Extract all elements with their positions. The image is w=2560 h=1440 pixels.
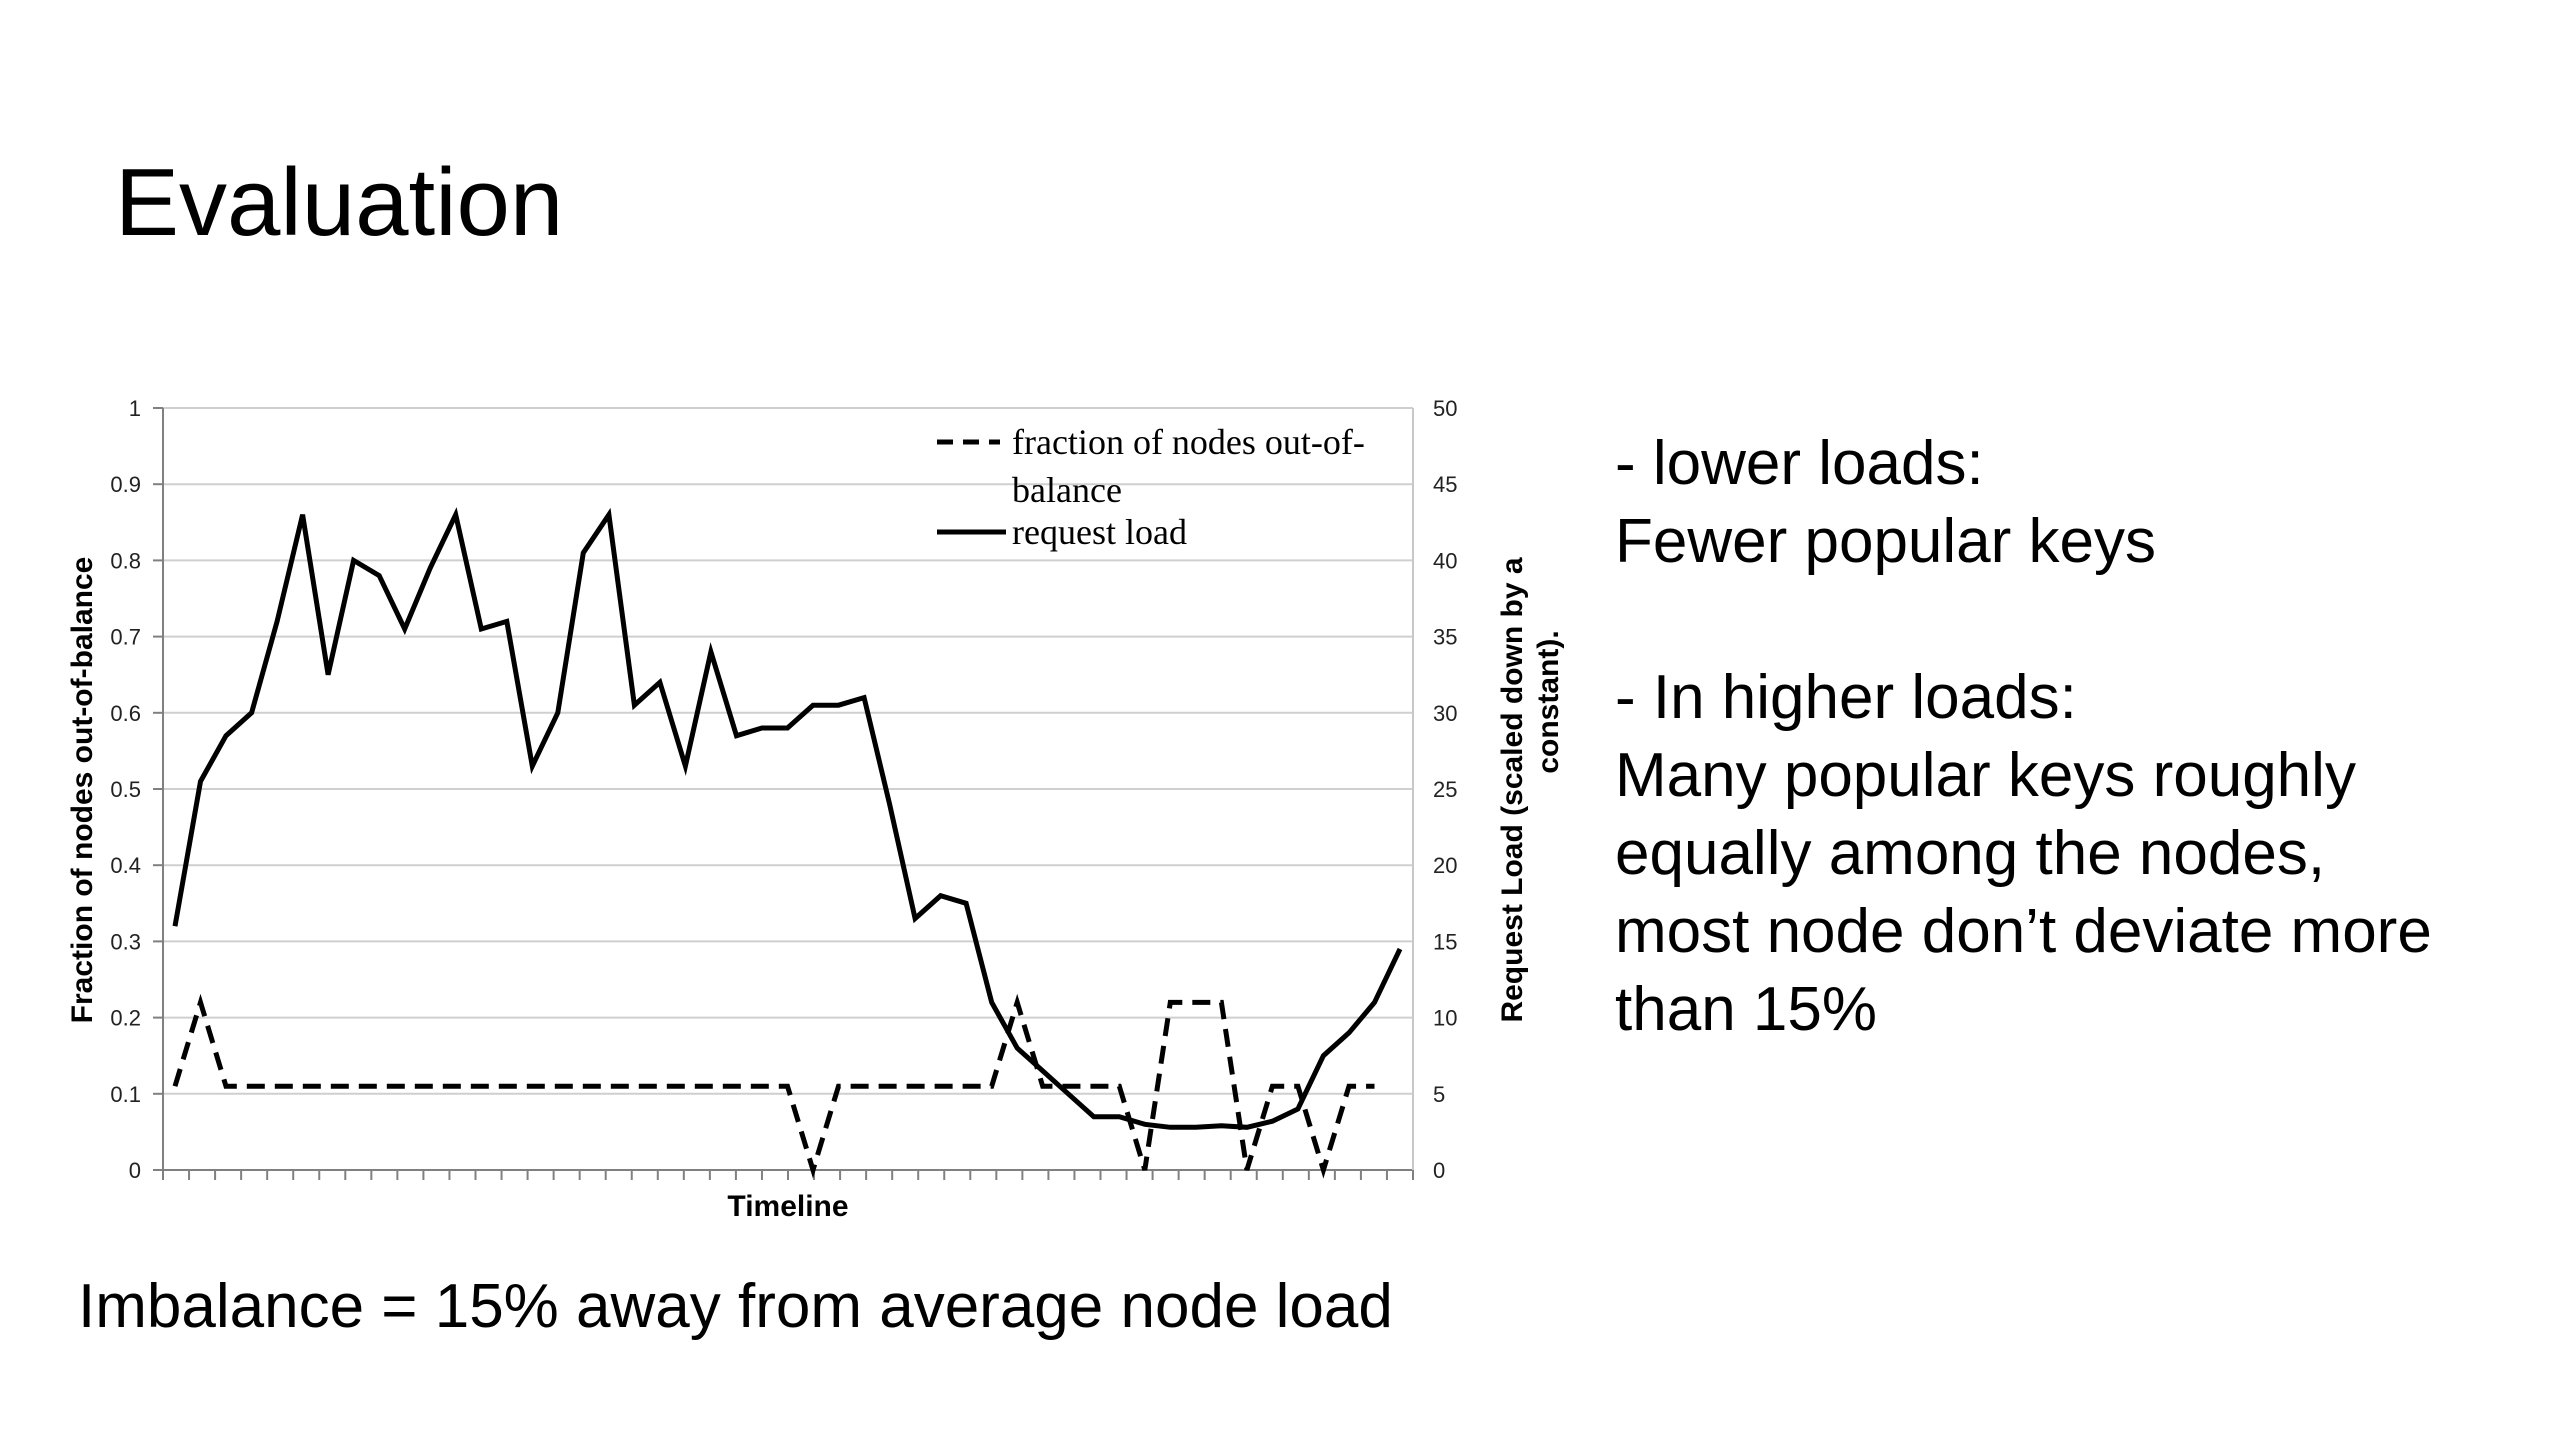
right-tick-label-10: 50 [1433,396,1457,421]
right-tick-label-6: 30 [1433,701,1457,726]
note-higher-loads-line-1: Many popular keys roughly [1615,741,2356,810]
note-higher-loads-heading: - In higher loads: [1615,663,2077,732]
note-lower-loads-heading: - lower loads: [1615,429,1984,498]
slide-notes: - lower loads: Fewer popular keys - In h… [1615,425,2545,1049]
series-lines [172,507,1403,1179]
left-tick-label-6: 0.6 [110,701,141,726]
right-tick-label-0: 0 [1433,1158,1445,1183]
left-axis-label: Fraction of nodes out-of-balance [66,557,99,1024]
note-higher-loads-line-2: equally among the nodes, [1615,819,2326,888]
slide-title: Evaluation [115,149,564,256]
right-tick-label-9: 45 [1433,472,1457,497]
legend-label-fraction-line-2: balance [1012,470,1122,510]
note-higher-loads-line-4: than 15% [1615,975,1877,1044]
right-tick-label-1: 5 [1433,1082,1445,1107]
right-tick-labels: 0 5 10 15 20 25 30 35 40 45 50 [1433,396,1457,1183]
chart-legend: fraction of nodes out-of- balance reques… [937,422,1365,552]
series-line-fraction-of-nodes-out-of-balance [172,993,1375,1179]
right-axis-label-line-2: constant). [1532,630,1565,773]
left-tick-labels: 0 0.1 0.2 0.3 0.4 0.5 0.6 0.7 0.8 0.9 1 [110,396,141,1183]
legend-label-request: request load [1012,512,1187,552]
left-tick-label-10: 1 [129,396,141,421]
note-lower-loads-text: Fewer popular keys [1615,507,2157,576]
left-tick-label-8: 0.8 [110,548,141,573]
left-tick-label-5: 0.5 [110,777,141,802]
grid-lines [153,407,1413,1171]
left-tick-label-9: 0.9 [110,472,141,497]
left-tick-label-0: 0 [129,1158,141,1183]
left-tick-label-7: 0.7 [110,625,141,650]
right-tick-label-3: 15 [1433,929,1457,954]
right-tick-label-7: 35 [1433,625,1457,650]
x-axis-label: Timeline [727,1190,848,1223]
left-tick-label-1: 0.1 [110,1082,141,1107]
left-tick-label-3: 0.3 [110,929,141,954]
series-line-request-load [172,507,1403,1130]
right-tick-label-8: 40 [1433,548,1457,573]
right-tick-label-2: 10 [1433,1006,1457,1031]
left-tick-label-2: 0.2 [110,1006,141,1031]
left-tick-label-4: 0.4 [110,853,141,878]
legend-label-fraction-line-1: fraction of nodes out-of- [1012,422,1365,462]
dual-axis-line-chart: 0 0.1 0.2 0.3 0.4 0.5 0.6 0.7 0.8 0.9 1 0 5 10 15 20 25… [66,396,1565,1223]
right-axis-label-line-1: Request Load (scaled down by a [1496,557,1529,1022]
imbalance-footnote: Imbalance = 15% away from average node l… [78,1272,1393,1341]
right-tick-label-4: 20 [1433,853,1457,878]
note-higher-loads-line-3: most node don’t deviate more [1615,897,2432,966]
x-axis-ticks [162,1170,1414,1180]
right-tick-label-5: 25 [1433,777,1457,802]
